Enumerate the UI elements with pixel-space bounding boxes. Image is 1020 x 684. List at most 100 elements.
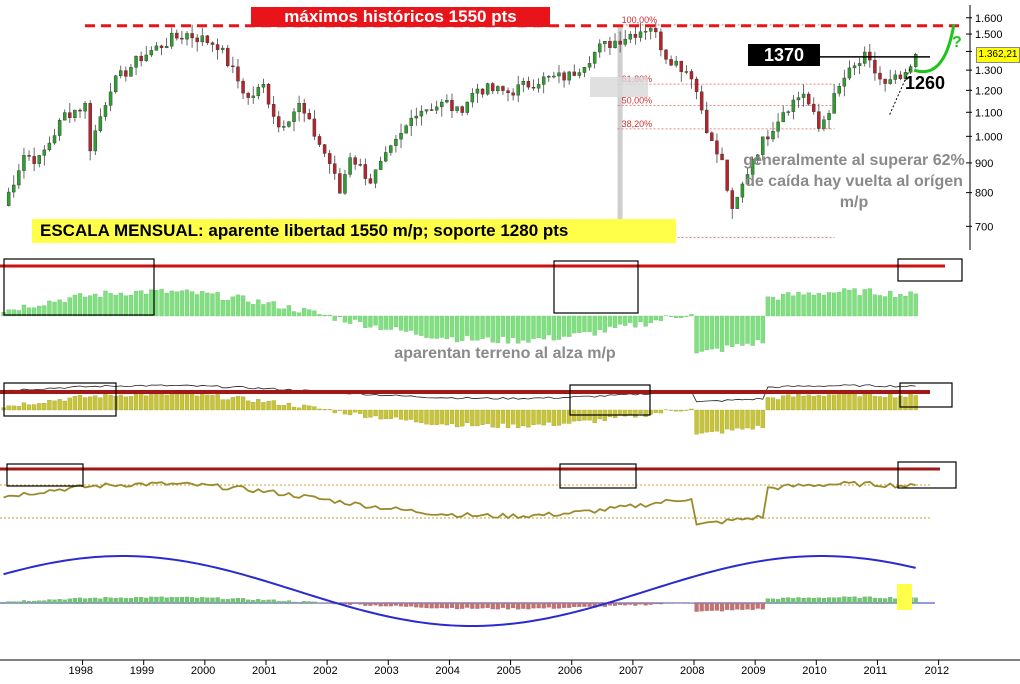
levels-layer: [85, 24, 960, 114]
candle-body: [394, 139, 397, 146]
candle-body: [231, 66, 234, 67]
candle-body: [843, 78, 846, 86]
hist2-bar: [781, 396, 785, 410]
macd-bar: [802, 598, 806, 603]
osc3-box: [898, 462, 956, 488]
candle-body: [119, 71, 122, 76]
macd-bar: [287, 601, 291, 603]
hist2-bar: [659, 410, 663, 413]
macd-bar: [200, 597, 204, 603]
hist2-bar: [333, 410, 337, 413]
candle-body: [303, 103, 306, 113]
candle-body: [73, 110, 76, 118]
hist1-bar: [613, 316, 617, 328]
hist1-bar: [689, 314, 693, 316]
hist1-bar: [735, 316, 739, 344]
macd-bar: [695, 603, 699, 612]
macd-bar: [562, 603, 566, 608]
candle-body: [695, 79, 698, 92]
macd-bar: [114, 598, 118, 603]
hist2-bar: [277, 405, 281, 410]
macd-bar: [807, 598, 811, 603]
macd-bar: [424, 603, 428, 608]
y-tick-label: 1.500: [975, 29, 1003, 41]
hist1-bar: [144, 294, 148, 316]
hist1-bar: [149, 290, 153, 316]
hist1-bar: [771, 297, 775, 316]
candle-body: [333, 164, 336, 174]
candle-body: [685, 71, 688, 72]
hist1-bar: [348, 316, 352, 324]
candle-body: [282, 126, 285, 127]
hist2-bar: [766, 397, 770, 410]
candle-body: [277, 117, 280, 128]
macd-bar: [399, 603, 403, 606]
hist1-bar: [761, 316, 765, 343]
hist1-bar: [430, 316, 434, 338]
y-tick-label: 1.100: [975, 107, 1003, 119]
ath-banner: máximos históricos 1550 pts: [251, 7, 550, 27]
candle-body: [914, 54, 917, 66]
macd-bar: [27, 601, 31, 603]
hist2-bar: [888, 394, 892, 410]
macd-bar: [251, 600, 255, 603]
hist2-bar: [17, 406, 21, 410]
hist1-bar: [154, 290, 158, 316]
macd-bar: [379, 603, 383, 606]
hist1-bar: [63, 302, 67, 316]
hist2-bar: [389, 410, 393, 419]
hist1-bar: [119, 293, 123, 316]
macd-bar: [73, 598, 77, 603]
candle-body: [298, 103, 301, 112]
candle-body: [17, 171, 20, 185]
macd-bar: [139, 597, 143, 603]
macd-bar: [348, 603, 352, 605]
candle-body: [201, 36, 204, 42]
macd-bar: [58, 599, 62, 603]
candle-body: [175, 33, 178, 38]
hist2-bar: [363, 410, 367, 418]
hist2-bar: [195, 396, 199, 410]
macd-bar: [430, 603, 434, 608]
hist1-bar: [644, 316, 648, 326]
macd-bar: [32, 601, 36, 603]
hist2-bar: [216, 394, 220, 410]
hist1-bar: [705, 316, 709, 350]
macd-bar: [501, 603, 505, 608]
macd-bar: [165, 598, 169, 603]
macd-bar: [404, 603, 408, 607]
hist2-bar: [720, 410, 724, 433]
hist1-bar: [577, 316, 581, 333]
hist1-bar: [88, 296, 92, 316]
x-tick-label: 2011: [863, 665, 887, 677]
macd-bar: [491, 603, 495, 609]
hist2-bar: [399, 410, 403, 419]
candle-body: [833, 93, 836, 113]
hist2-bar: [368, 410, 372, 417]
hist1-bar: [582, 316, 586, 332]
macd-bar: [781, 598, 785, 603]
hist1-bar: [593, 316, 597, 335]
candle-body: [99, 117, 102, 131]
candle-body: [440, 102, 443, 107]
candle-body: [420, 111, 423, 116]
hist2-bar: [496, 410, 500, 428]
candle-body: [399, 133, 402, 139]
macd-bar: [205, 598, 209, 603]
macd-bar: [791, 598, 795, 603]
candle-body: [338, 174, 341, 194]
candle-body: [884, 79, 887, 84]
hist2-bar: [379, 410, 383, 419]
candle-body: [619, 41, 622, 44]
hist2-bar: [822, 396, 826, 410]
hist1-bar: [256, 300, 260, 316]
macd-bar: [893, 599, 897, 603]
candle-body: [649, 28, 652, 31]
macd-bar: [516, 603, 520, 609]
macd-bar: [557, 603, 561, 608]
hist1-bar: [853, 289, 857, 316]
candle-body: [221, 48, 224, 50]
hist1-bar: [542, 316, 546, 339]
candle-body: [104, 105, 107, 116]
candle-body: [654, 28, 657, 32]
